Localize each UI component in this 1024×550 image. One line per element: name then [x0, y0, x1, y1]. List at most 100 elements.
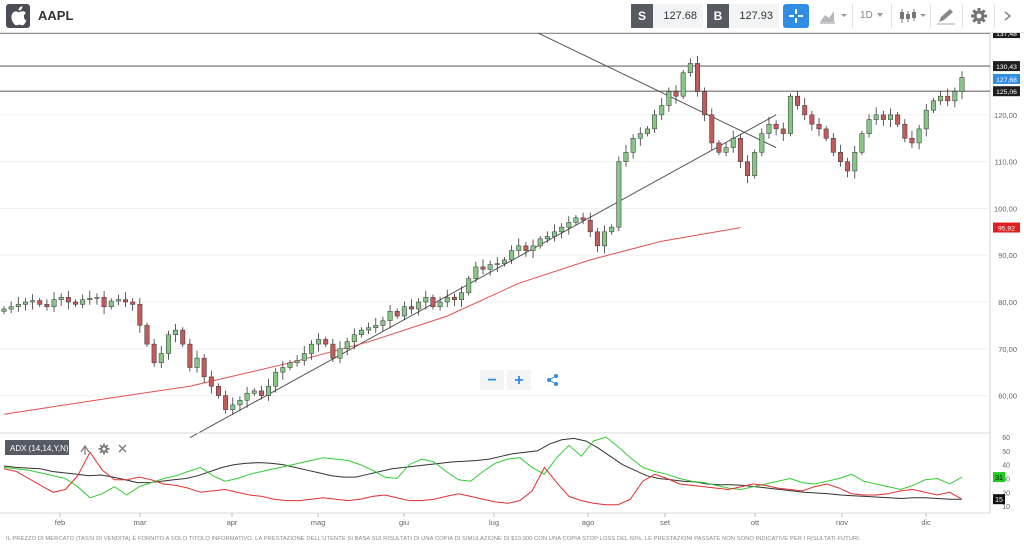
indicator-badge[interactable] — [5, 440, 69, 455]
candle-body — [473, 266, 479, 279]
candle-body — [673, 91, 679, 97]
instrument-symbol: AAPL — [38, 8, 74, 23]
candle-body — [752, 152, 758, 176]
candle — [366, 322, 372, 335]
share-button[interactable] — [547, 374, 558, 386]
candle — [780, 122, 786, 142]
candle-body — [737, 138, 743, 162]
candle-body — [687, 63, 693, 74]
candle — [151, 338, 157, 367]
adx-panel: 10 20 30 40 50 60 31 15 — [3, 435, 1010, 511]
crosshair-button[interactable] — [783, 4, 809, 28]
ma-value-label: 95,92 — [998, 226, 1015, 233]
candlestick-icon — [900, 9, 926, 23]
candle — [523, 241, 529, 257]
price-level-box — [993, 61, 1020, 72]
expand-button[interactable] — [998, 6, 1018, 26]
candle-body — [1, 308, 7, 312]
candle-body — [587, 219, 593, 233]
candle-body — [952, 91, 958, 102]
adx-y-tick-label: 30 — [1002, 476, 1010, 483]
candle — [509, 245, 515, 264]
close-icon[interactable] — [118, 444, 127, 453]
candle-body — [880, 114, 886, 120]
candle — [487, 260, 493, 276]
trendline-support — [189, 114, 777, 439]
candle — [880, 110, 886, 126]
candle — [1, 306, 7, 315]
price-chart[interactable]: 60,00 70,00 80,00 90,00 100,00 110,00 120,00 1… — [0, 33, 1024, 536]
draw-button[interactable] — [934, 6, 958, 26]
candle-body — [409, 306, 414, 310]
buy-label[interactable]: B — [707, 4, 729, 28]
candle-type-button[interactable] — [897, 6, 927, 26]
candle — [902, 119, 908, 143]
candle-body — [237, 400, 243, 406]
candle — [380, 316, 386, 332]
x-axis: feb mar apr mag giu lug ago set ott nov dic — [0, 512, 990, 527]
candle — [587, 212, 593, 237]
candle-body — [602, 231, 608, 247]
timeframe-select[interactable]: 1D — [860, 6, 890, 26]
candle — [680, 69, 686, 99]
candle-body — [466, 278, 472, 293]
candle-body — [151, 343, 157, 364]
gear-icon[interactable] — [98, 443, 110, 455]
adx-current-label: 15 — [995, 497, 1003, 504]
candle-body — [923, 109, 929, 130]
candle-body — [144, 325, 150, 345]
zoom-in-icon: + — [514, 372, 523, 389]
candle — [559, 223, 565, 239]
adx-y-tick-label: 20 — [1002, 490, 1010, 497]
candle — [108, 298, 114, 310]
candle-body — [630, 138, 636, 153]
candle — [180, 327, 186, 347]
price-level-label: 130,43 — [996, 64, 1017, 71]
candle — [501, 257, 507, 267]
candle — [444, 289, 450, 308]
x-tick-label: mag — [311, 518, 326, 527]
candle-body — [594, 231, 600, 247]
candle — [544, 231, 550, 243]
candle-body — [366, 327, 372, 331]
x-tick-label: set — [660, 518, 671, 527]
x-tick-label: lug — [489, 518, 499, 527]
candle-body — [266, 385, 271, 396]
candle — [952, 87, 958, 108]
zoom-out-button[interactable] — [480, 370, 504, 390]
candle-body — [580, 217, 586, 221]
candle — [644, 126, 650, 137]
candle — [573, 214, 579, 226]
sell-price[interactable]: 127.68 — [653, 4, 703, 28]
candle-body — [609, 226, 615, 233]
candle — [8, 301, 14, 313]
chart-type-button[interactable] — [817, 6, 849, 26]
candle-body — [852, 152, 858, 172]
candle — [873, 107, 879, 125]
candle-body — [137, 304, 143, 326]
sell-label[interactable]: S — [631, 4, 653, 28]
zoom-in-button[interactable] — [507, 370, 531, 390]
trendlines — [189, 33, 777, 439]
y-tick-label: 110,00 — [995, 158, 1017, 167]
candle-body — [837, 152, 843, 162]
candle-body — [380, 320, 386, 326]
candle-body — [444, 297, 450, 303]
x-tick-label: ott — [751, 518, 760, 527]
candle — [930, 98, 936, 113]
x-tick-label: dic — [921, 518, 931, 527]
x-tick-label: apr — [227, 518, 238, 527]
candle-body — [308, 343, 314, 354]
candle-body — [537, 238, 543, 247]
ma-value-box — [993, 222, 1020, 233]
settings-button[interactable] — [968, 6, 990, 26]
candle — [466, 275, 472, 296]
disclaimer: IL PREZZO DI MERCATO (TASSI DI VENDITA) … — [6, 536, 861, 542]
buy-price[interactable]: 127.93 — [729, 4, 779, 28]
zoom-controls: − + — [480, 370, 558, 390]
move-up-icon[interactable] — [80, 444, 90, 455]
candle-body — [573, 217, 579, 223]
grid — [0, 33, 991, 513]
candle — [394, 308, 400, 319]
candle — [480, 259, 486, 275]
